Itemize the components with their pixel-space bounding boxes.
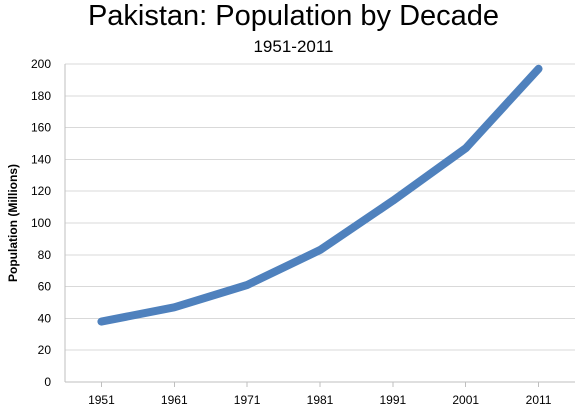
x-tick-label: 2001 xyxy=(452,393,479,407)
chart-title: Pakistan: Population by Decade xyxy=(88,0,499,32)
axis-layer xyxy=(64,64,575,387)
grid-layer xyxy=(65,63,575,383)
x-tick-label: 1971 xyxy=(234,393,261,407)
series-layer xyxy=(97,64,543,326)
x-tick-label: 1951 xyxy=(88,393,115,407)
y-tick-label: 140 xyxy=(31,152,51,166)
y-tick-label: 0 xyxy=(44,375,51,389)
x-tick-labels: 1951 1961 1971 1981 1991 2001 2011 xyxy=(88,393,552,407)
y-tick-labels: 0 20 40 60 80 100 120 140 160 180 200 xyxy=(31,57,51,389)
y-tick-label: 100 xyxy=(31,216,51,230)
y-tick-label: 80 xyxy=(38,248,52,262)
x-tick-label: 1991 xyxy=(380,393,407,407)
x-tick-label: 2011 xyxy=(526,393,552,407)
y-tick-label: 120 xyxy=(31,184,51,198)
y-tick-label: 60 xyxy=(38,280,52,294)
y-axis-label: Population (Millions) xyxy=(6,164,20,282)
y-tick-label: 40 xyxy=(38,311,52,325)
series-line xyxy=(97,64,543,326)
y-tick-label: 20 xyxy=(38,343,52,357)
x-tick-label: 1961 xyxy=(161,393,188,407)
x-tick-label: 1981 xyxy=(307,393,334,407)
chart-subtitle: 1951-2011 xyxy=(253,37,333,56)
y-tick-label: 160 xyxy=(31,121,51,135)
y-tick-label: 200 xyxy=(31,57,51,71)
y-tick-label: 180 xyxy=(31,89,51,103)
